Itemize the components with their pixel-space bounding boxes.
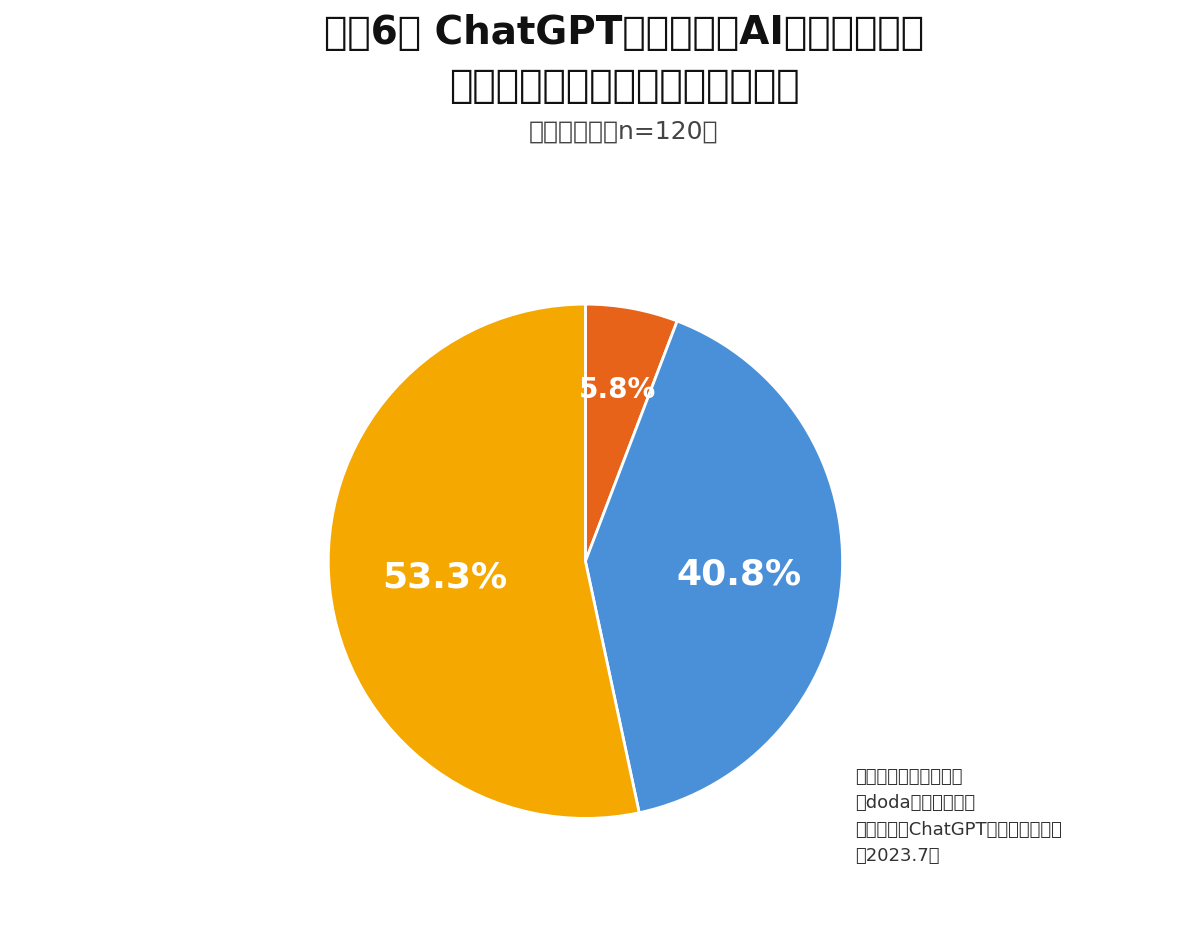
Text: 40.8%: 40.8% xyxy=(677,557,802,590)
Wedge shape xyxy=(329,305,640,819)
Text: （単一回答、n=120）: （単一回答、n=120） xyxy=(529,119,719,143)
Text: 5.8%: 5.8% xyxy=(578,376,655,404)
Wedge shape xyxy=(586,322,842,813)
Text: 書類選考や面接対策に役立ったか: 書類選考や面接対策に役立ったか xyxy=(449,67,799,105)
Text: 53.3%: 53.3% xyxy=(383,560,508,593)
Text: 》囶6《 ChatGPTなどの生成AIサービスが、: 》囶6《 ChatGPTなどの生成AIサービスが、 xyxy=(324,14,924,52)
Text: 新卒オファーサービス
「dodaキャンパス」
「就活でのChatGPT活用実態調査」
（2023.7）: 新卒オファーサービス 「dodaキャンパス」 「就活でのChatGPT活用実態調… xyxy=(856,767,1062,864)
Wedge shape xyxy=(586,305,677,562)
